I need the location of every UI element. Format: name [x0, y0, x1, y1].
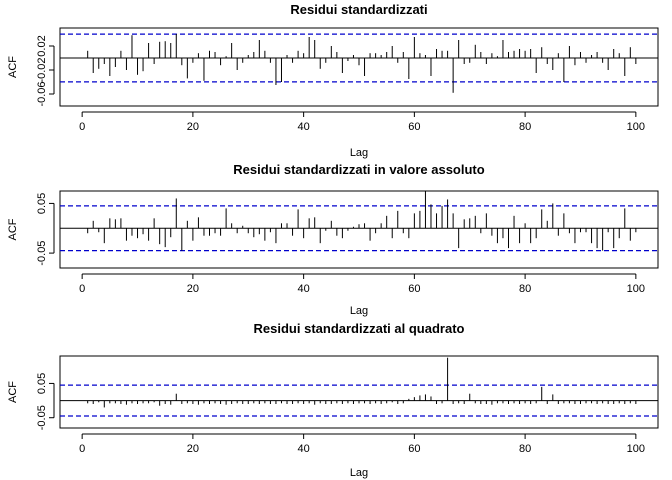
panel-title: Residui standardizzati: [290, 2, 427, 17]
x-tick-label: 100: [627, 283, 645, 295]
acf-panel-1: Residui standardizzati 0 20 40 60 80 100 -0.06-…: [7, 2, 659, 159]
x-axis-label: Lag: [350, 467, 368, 479]
x-tick-label: 20: [187, 283, 199, 295]
x-tick-label: 80: [519, 121, 531, 133]
y-tick-label: 0.05: [36, 373, 48, 394]
y-axis-label: ACF: [7, 381, 19, 403]
x-tick-label: 60: [408, 443, 420, 455]
x-axis-label: Lag: [350, 305, 368, 317]
y-tick-label: 0.05: [36, 193, 48, 214]
panel-title: Residui standardizzati al quadrato: [254, 321, 465, 336]
x-tick-label: 40: [298, 121, 310, 133]
x-tick-label: 40: [298, 443, 310, 455]
plot-frame: [59, 190, 659, 269]
y-tick-label: -0.06: [36, 81, 48, 106]
acf-panel-2: Residui standardizzati in valore assolut…: [7, 162, 659, 317]
y-tick-label: -0.05: [36, 405, 48, 430]
x-tick-label: 80: [519, 443, 531, 455]
x-tick-label: 60: [408, 121, 420, 133]
x-tick-label: 40: [298, 283, 310, 295]
x-tick-label: 80: [519, 283, 531, 295]
x-tick-label: 0: [79, 443, 85, 455]
x-tick-label: 20: [187, 121, 199, 133]
y-axis-label: ACF: [7, 56, 19, 78]
y-tick-label: 0.02: [36, 35, 48, 56]
x-tick-label: 60: [408, 283, 420, 295]
acf-panel-3: Residui standardizzati al quadrato 0 20 40 6…: [7, 321, 659, 479]
x-tick-label: 100: [627, 443, 645, 455]
plot-frame: [59, 27, 659, 107]
plot-frame: [59, 355, 659, 429]
x-tick-label: 100: [627, 121, 645, 133]
panel-title: Residui standardizzati in valore assolut…: [233, 162, 484, 177]
y-tick-label: -0.05: [36, 241, 48, 266]
x-tick-label: 20: [187, 443, 199, 455]
x-axis-label: Lag: [350, 147, 368, 159]
x-tick-label: 0: [79, 283, 85, 295]
x-tick-label: 0: [79, 121, 85, 133]
y-axis-label: ACF: [7, 218, 19, 240]
y-tick-label: -0.02: [36, 57, 48, 82]
